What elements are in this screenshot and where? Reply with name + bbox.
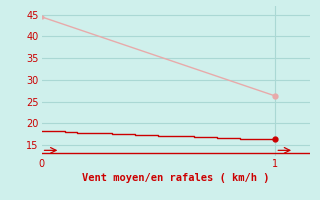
X-axis label: Vent moyen/en rafales ( km/h ): Vent moyen/en rafales ( km/h ) (82, 173, 270, 183)
